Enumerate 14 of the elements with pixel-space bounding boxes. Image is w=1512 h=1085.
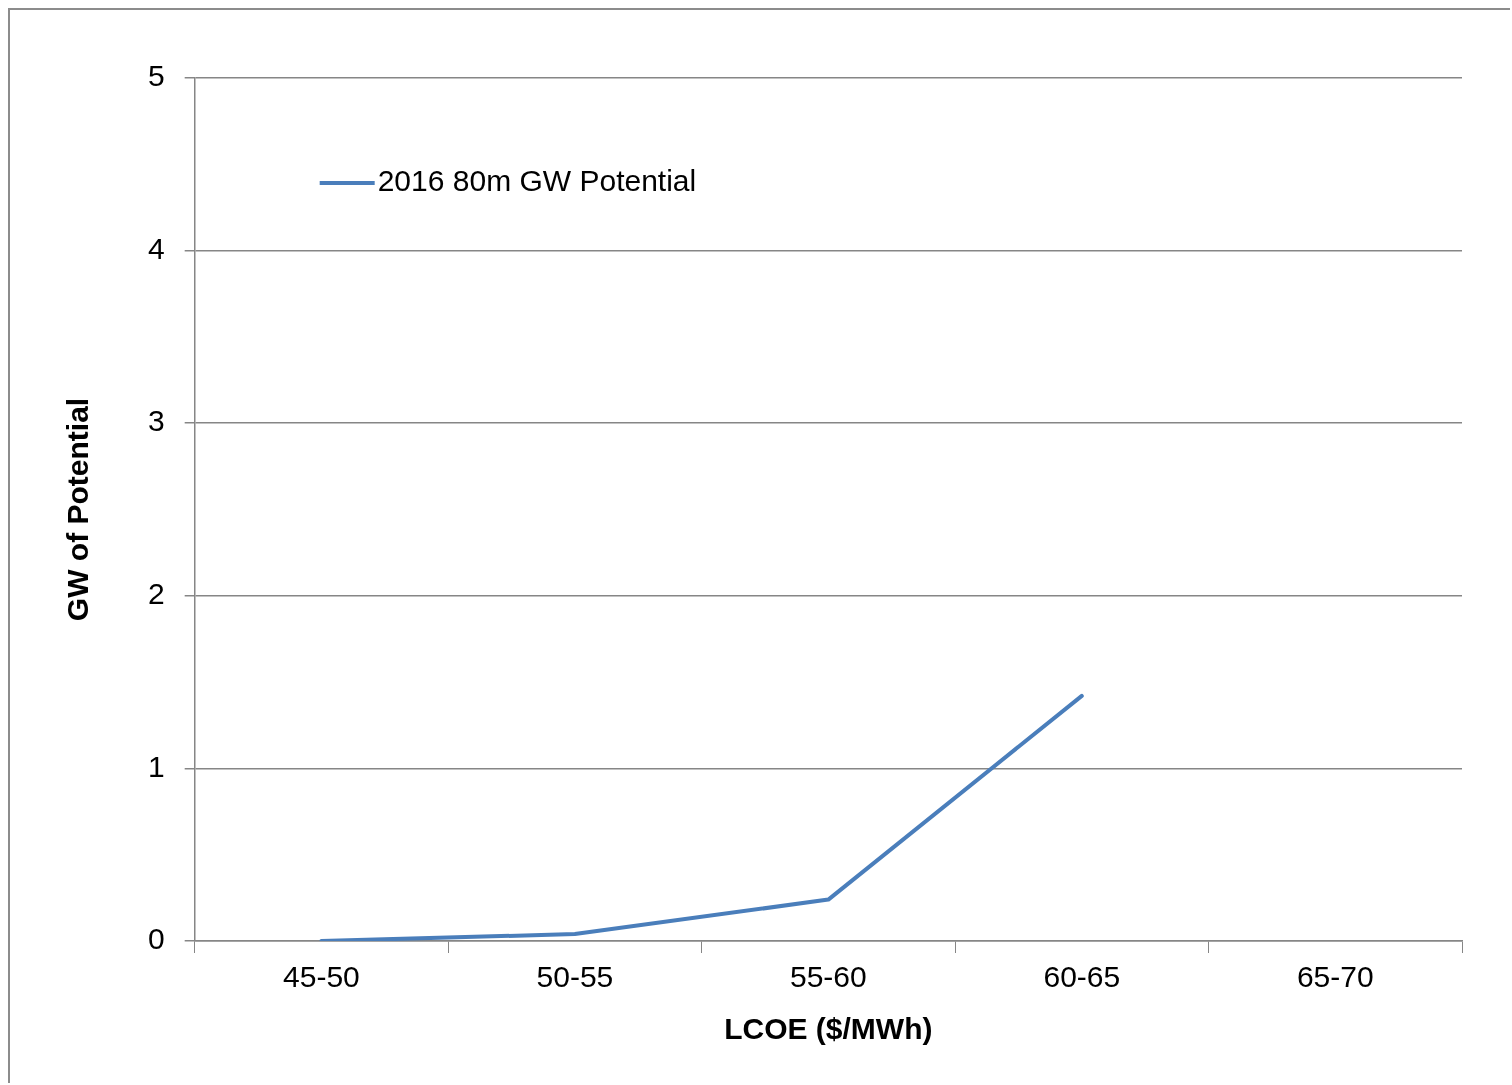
y-tick-label: 0 xyxy=(148,922,165,956)
y-axis-title: GW of Potential xyxy=(61,397,95,622)
legend-label: 2016 80m GW Potential xyxy=(377,164,697,198)
x-tick-label: 50-55 xyxy=(536,960,614,994)
y-tick-label: 4 xyxy=(148,231,165,265)
y-tick-label: 5 xyxy=(148,59,165,93)
x-tick-label: 55-60 xyxy=(789,960,867,994)
y-tick-label: 3 xyxy=(148,404,165,438)
y-tick-label: 2 xyxy=(148,577,165,611)
x-axis-title: LCOE ($/MWh) xyxy=(724,1012,933,1046)
x-tick-label: 45-50 xyxy=(283,960,360,994)
x-tick-label: 60-65 xyxy=(1043,960,1121,994)
y-tick-label: 1 xyxy=(148,749,165,783)
x-tick-label: 65-70 xyxy=(1296,960,1374,994)
